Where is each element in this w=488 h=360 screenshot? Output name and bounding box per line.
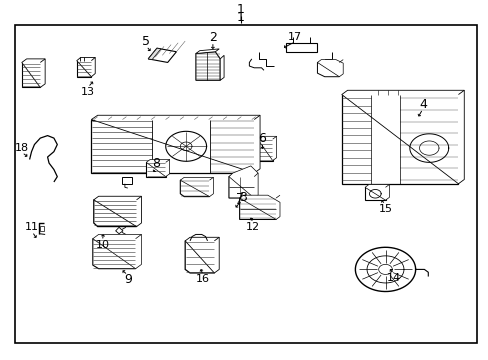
Text: 17: 17 xyxy=(287,32,302,42)
Text: 9: 9 xyxy=(123,273,131,286)
Polygon shape xyxy=(180,177,213,197)
Text: 10: 10 xyxy=(95,240,109,250)
Text: 13: 13 xyxy=(81,87,95,97)
Polygon shape xyxy=(185,241,214,273)
Polygon shape xyxy=(257,136,276,161)
Text: 1: 1 xyxy=(236,11,244,24)
Text: 8: 8 xyxy=(152,157,160,170)
Text: 6: 6 xyxy=(258,132,266,145)
Polygon shape xyxy=(180,180,209,197)
Text: 1: 1 xyxy=(236,3,244,16)
Text: 18: 18 xyxy=(15,143,29,153)
Polygon shape xyxy=(365,184,388,200)
Text: 14: 14 xyxy=(386,273,401,283)
Polygon shape xyxy=(341,95,458,184)
Text: 15: 15 xyxy=(378,204,392,214)
Polygon shape xyxy=(77,58,95,77)
Text: 11: 11 xyxy=(25,222,39,232)
Text: 12: 12 xyxy=(245,222,260,232)
Polygon shape xyxy=(122,177,131,184)
Polygon shape xyxy=(228,166,258,198)
Polygon shape xyxy=(40,226,44,231)
Polygon shape xyxy=(341,90,463,184)
Polygon shape xyxy=(257,139,272,161)
Text: 5: 5 xyxy=(142,35,150,48)
Polygon shape xyxy=(146,159,169,177)
Polygon shape xyxy=(196,52,220,80)
Text: 3: 3 xyxy=(239,191,246,204)
Polygon shape xyxy=(196,49,219,54)
Text: 4: 4 xyxy=(418,98,426,111)
Bar xyxy=(15,25,476,343)
Polygon shape xyxy=(94,196,141,226)
Polygon shape xyxy=(239,198,276,220)
Polygon shape xyxy=(317,60,343,77)
Polygon shape xyxy=(22,59,45,87)
Polygon shape xyxy=(228,170,254,198)
Polygon shape xyxy=(148,48,176,62)
Polygon shape xyxy=(91,115,260,173)
Polygon shape xyxy=(365,187,385,200)
Text: 16: 16 xyxy=(196,274,210,284)
Polygon shape xyxy=(239,195,280,220)
Polygon shape xyxy=(185,237,219,273)
Bar xyxy=(285,43,317,52)
Polygon shape xyxy=(93,234,141,269)
Text: 2: 2 xyxy=(208,31,216,44)
Polygon shape xyxy=(94,200,136,226)
Polygon shape xyxy=(220,55,224,80)
Polygon shape xyxy=(146,162,165,177)
Polygon shape xyxy=(91,120,254,173)
Polygon shape xyxy=(93,239,135,269)
Text: 7: 7 xyxy=(235,192,243,205)
Polygon shape xyxy=(148,48,161,60)
Polygon shape xyxy=(317,62,339,77)
